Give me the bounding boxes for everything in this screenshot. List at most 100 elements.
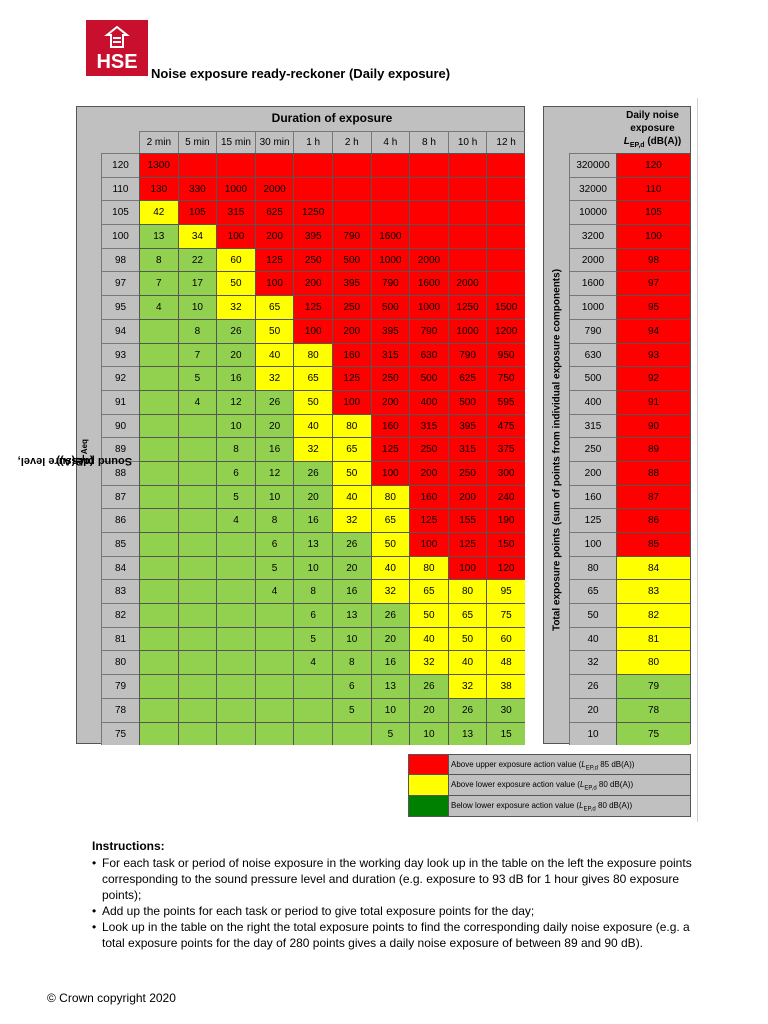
exposure-points-cell: 630 <box>409 342 448 367</box>
exposure-points-cell: 2000 <box>447 271 487 296</box>
sound-level-cell: 110 <box>101 176 139 201</box>
exposure-points-cell: 500 <box>409 366 448 390</box>
exposure-points-cell: 125 <box>293 295 332 319</box>
exposure-points-cell: 5 <box>177 366 217 390</box>
exposure-points-cell: 790 <box>370 271 410 296</box>
exposure-points-cell <box>139 650 178 675</box>
exposure-points-cell: 8 <box>139 247 178 272</box>
exposure-points-cell: 500 <box>447 389 487 414</box>
exposure-points-cell <box>139 437 178 461</box>
exposure-points-cell: 130 <box>139 176 178 201</box>
exposure-points-cell: 5 <box>293 626 332 651</box>
daily-row: 315 90 <box>569 413 690 438</box>
daily-exposure-cell: 97 <box>616 271 690 296</box>
legend-item: Below lower exposure action value (LEP,d… <box>409 795 690 816</box>
exposure-points-cell <box>216 579 255 604</box>
exposure-points-cell: 80 <box>447 579 487 604</box>
daily-row: 500 92 <box>569 366 690 390</box>
sound-level-cell: 84 <box>101 555 139 580</box>
daily-exposure-cell: 88 <box>616 460 690 485</box>
exposure-points-cell: 625 <box>254 200 294 225</box>
exposure-points-cell: 17 <box>177 271 217 296</box>
exposure-points-cell: 1600 <box>370 224 410 248</box>
exposure-points-cell <box>139 508 178 532</box>
hse-emblem-icon <box>104 26 130 48</box>
exposure-points-cell: 16 <box>254 437 294 461</box>
exposure-points-cell: 40 <box>447 650 487 675</box>
duration-column-header: 15 min <box>216 131 255 153</box>
exposure-points-cell: 250 <box>331 295 371 319</box>
exposure-points-cell <box>177 153 217 177</box>
exposure-points-cell: 200 <box>370 389 410 414</box>
table-row: 88 6 12 26 50 100 200 250 300 <box>101 460 525 485</box>
daily-row: 32 80 <box>569 650 690 675</box>
legend-label: Above upper exposure action value (LEP,d… <box>451 760 635 772</box>
exposure-points-cell: 13 <box>331 603 371 627</box>
exposure-points-cell: 26 <box>331 532 371 556</box>
total-points-cell: 1600 <box>569 271 616 296</box>
daily-row: 26 79 <box>569 674 690 698</box>
exposure-points-cell: 950 <box>486 342 525 367</box>
daily-exposure-cell: 87 <box>616 484 690 509</box>
exposure-points-cell: 5 <box>254 555 294 580</box>
exposure-points-cell <box>177 437 217 461</box>
exposure-points-cell <box>139 721 178 746</box>
exposure-points-cell: 100 <box>447 555 487 580</box>
total-points-cell: 1000 <box>569 295 616 319</box>
exposure-points-cell: 4 <box>177 389 217 414</box>
exposure-points-cell: 100 <box>293 318 332 343</box>
total-points-cell: 2000 <box>569 247 616 272</box>
exposure-points-cell <box>216 626 255 651</box>
daily-exposure-cell: 86 <box>616 508 690 532</box>
daily-row: 40 81 <box>569 626 690 651</box>
exposure-points-cell: 32 <box>293 437 332 461</box>
exposure-points-cell <box>293 674 332 698</box>
sound-level-cell: 82 <box>101 603 139 627</box>
daily-exposure-cell: 93 <box>616 342 690 367</box>
exposure-points-cell: 65 <box>370 508 410 532</box>
exposure-points-cell: 1000 <box>216 176 255 201</box>
exposure-points-cell <box>177 579 217 604</box>
table-row: 79 6 13 26 32 38 <box>101 674 525 698</box>
exposure-points-cell: 125 <box>370 437 410 461</box>
exposure-points-cell <box>486 247 525 272</box>
table-row: 92 5 16 32 65 125 250 500 625 750 <box>101 366 525 390</box>
exposure-points-cell <box>254 650 294 675</box>
daily-exposure-cell: 89 <box>616 437 690 461</box>
daily-row: 790 94 <box>569 318 690 343</box>
exposure-points-cell: 125 <box>331 366 371 390</box>
exposure-points-cell <box>177 721 217 746</box>
exposure-points-cell: 26 <box>409 674 448 698</box>
sound-level-cell: 91 <box>101 389 139 414</box>
total-points-cell: 32 <box>569 650 616 675</box>
table-row: 110 130 330 1000 2000 <box>101 176 525 201</box>
table-row: 93 7 20 40 80 160 315 630 790 950 <box>101 342 525 367</box>
exposure-points-cell: 50 <box>293 389 332 414</box>
exposure-points-cell: 34 <box>177 224 217 248</box>
exposure-points-cell: 13 <box>370 674 410 698</box>
exposure-points-cell <box>139 413 178 438</box>
daily-exposure-cell: 81 <box>616 626 690 651</box>
exposure-points-cell: 50 <box>331 460 371 485</box>
instruction-item: Look up in the table on the right the to… <box>92 919 712 951</box>
exposure-points-cell: 200 <box>447 484 487 509</box>
exposure-points-cell: 50 <box>370 532 410 556</box>
exposure-points-cell: 40 <box>370 555 410 580</box>
sound-level-cell: 86 <box>101 508 139 532</box>
sound-level-cell: 78 <box>101 697 139 722</box>
exposure-points-cell: 65 <box>254 295 294 319</box>
table-row: 97 7 17 50 100 200 395 790 1600 2000 <box>101 271 525 296</box>
exposure-points-cell: 26 <box>216 318 255 343</box>
exposure-points-cell <box>409 176 448 201</box>
exposure-points-cell: 1500 <box>486 295 525 319</box>
exposure-points-cell: 80 <box>409 555 448 580</box>
daily-exposure-cell: 94 <box>616 318 690 343</box>
duration-column-header: 4 h <box>370 131 410 153</box>
daily-row: 65 83 <box>569 579 690 604</box>
legend-label: Below lower exposure action value (LEP,d… <box>451 800 633 813</box>
exposure-points-cell: 500 <box>331 247 371 272</box>
exposure-points-cell <box>331 721 371 746</box>
daily-exposure-cell: 120 <box>616 153 690 177</box>
logo-text: HSE <box>96 51 138 73</box>
table-row: 98 8 22 60 125 250 500 1000 2000 <box>101 247 525 272</box>
